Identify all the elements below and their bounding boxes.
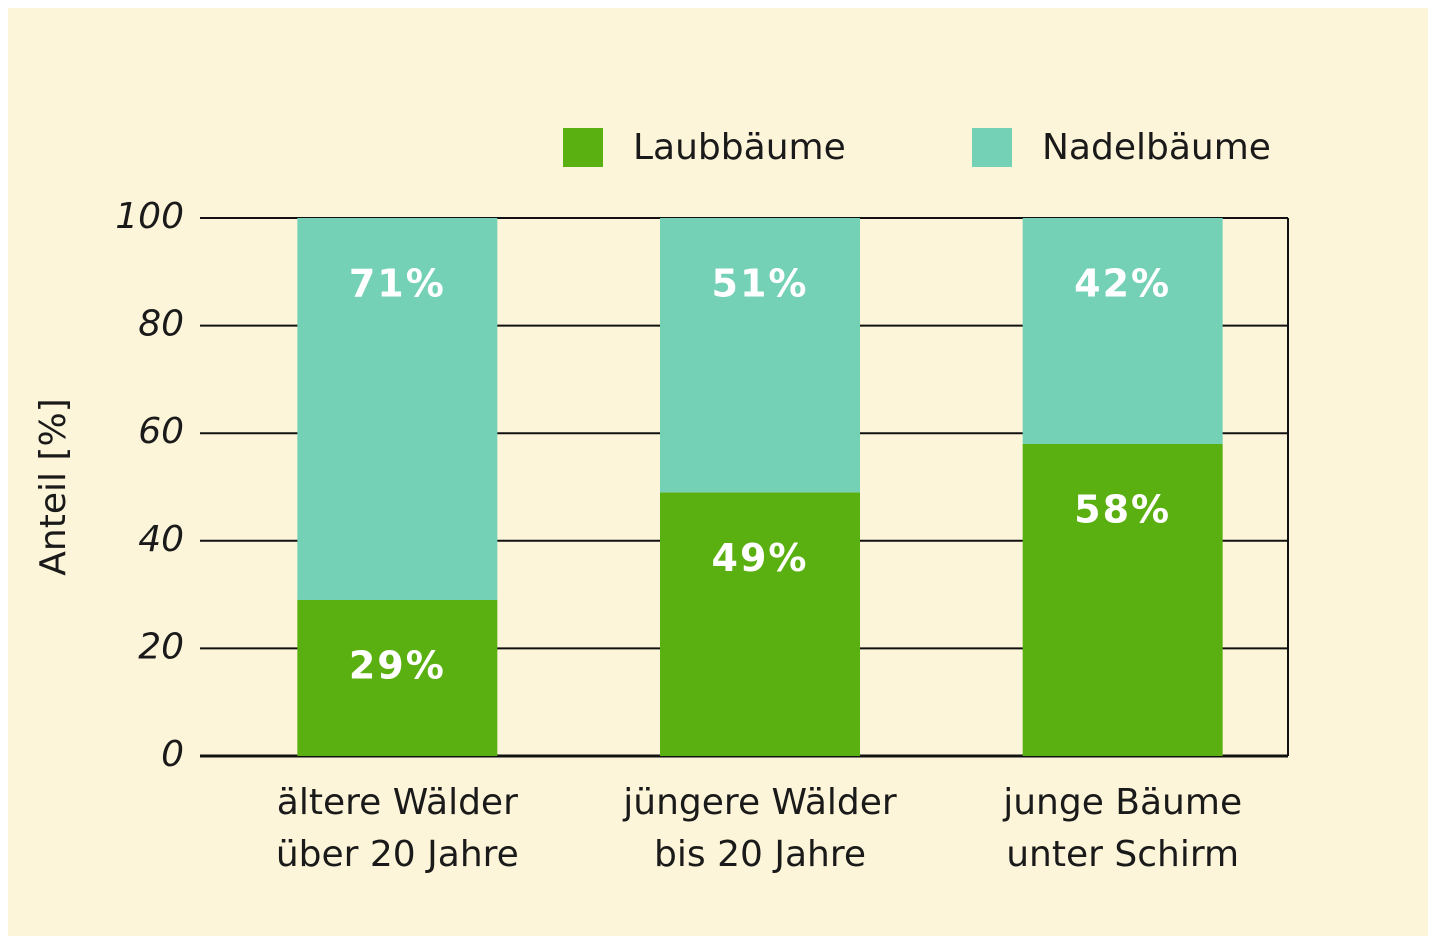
x-tick-label: bis 20 Jahre — [654, 834, 866, 875]
bar-segment — [660, 492, 860, 756]
bar-segment — [297, 218, 498, 600]
y-tick-label: 100 — [115, 196, 184, 237]
x-tick-label: ältere Wälder — [277, 782, 518, 823]
value-label: 29% — [349, 643, 446, 687]
bar-segment — [1022, 443, 1223, 756]
value-label: 51% — [712, 262, 809, 306]
y-tick-label: 80 — [138, 304, 184, 345]
y-axis-label: Anteil [%] — [33, 398, 74, 575]
x-tick-label: unter Schirm — [1006, 834, 1239, 875]
legend-swatch — [972, 128, 1012, 167]
y-tick-label: 20 — [138, 626, 184, 667]
y-tick-label: 60 — [138, 411, 184, 452]
bar-segment — [660, 218, 860, 493]
legend-label: Nadelbäume — [1042, 127, 1271, 168]
x-tick-label: jüngere Wälder — [622, 782, 897, 823]
legend-swatch — [563, 128, 603, 167]
x-tick-label: junge Bäume — [1002, 782, 1242, 823]
value-label: 58% — [1074, 487, 1171, 531]
bar-segment — [297, 599, 498, 756]
x-tick-label: über 20 Jahre — [276, 834, 519, 875]
value-label: 42% — [1074, 262, 1171, 306]
legend-label: Laubbäume — [633, 127, 846, 168]
y-tick-label: 0 — [161, 734, 184, 775]
value-label: 49% — [712, 536, 809, 580]
value-label: 71% — [349, 262, 446, 306]
bar-segment — [1022, 218, 1223, 444]
y-tick-label: 40 — [138, 519, 184, 560]
